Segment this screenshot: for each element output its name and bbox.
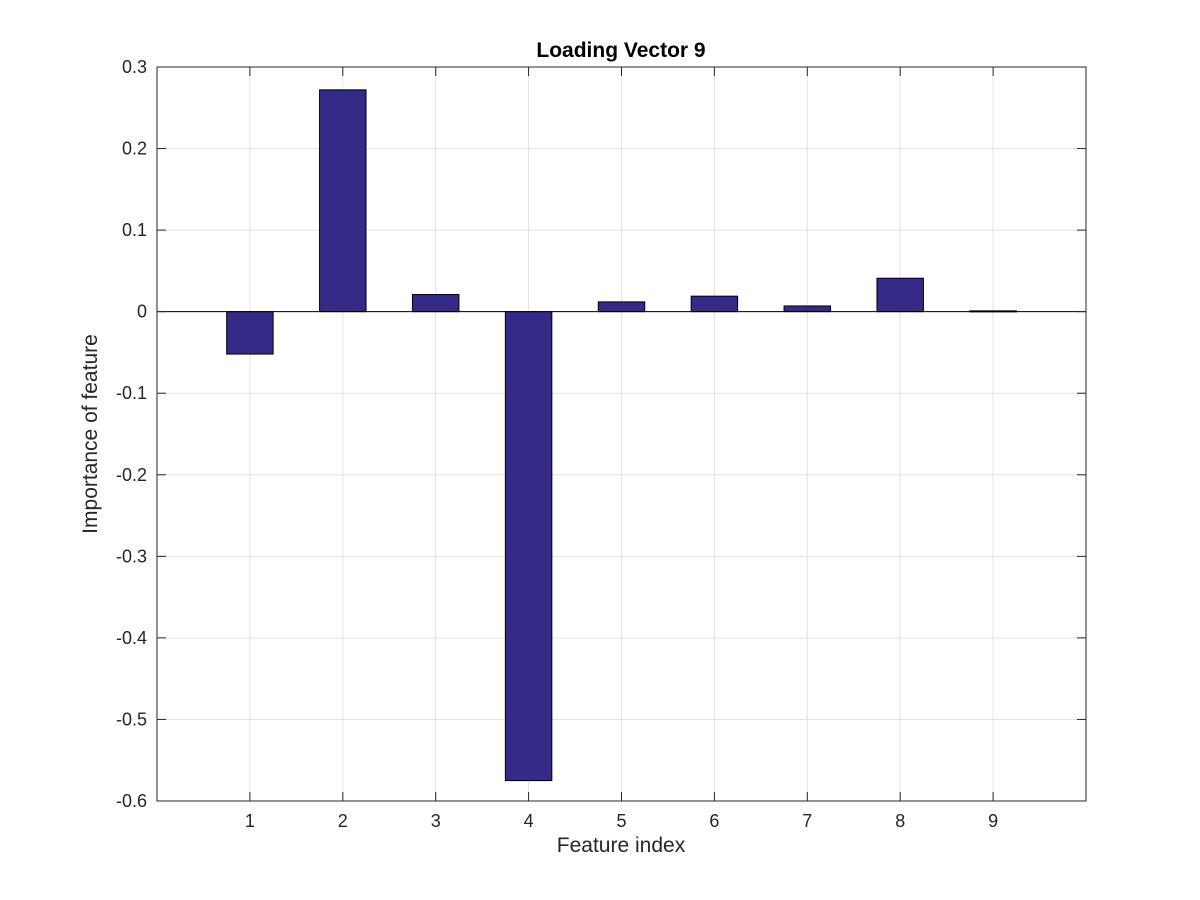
- x-tick-label: 6: [709, 811, 719, 831]
- x-tick-label: 9: [988, 811, 998, 831]
- bar-feature-1: [226, 311, 274, 355]
- x-tick-label: 2: [338, 811, 348, 831]
- x-tick-label: 5: [616, 811, 626, 831]
- y-axis-title: Importance of feature: [79, 334, 102, 534]
- y-tick-label: 0.3: [122, 57, 147, 77]
- grid-layer: [157, 66, 1086, 802]
- x-tick-label: 3: [431, 811, 441, 831]
- x-tick-label: 7: [802, 811, 812, 831]
- bar-feature-4: [504, 311, 553, 782]
- y-tick-label: -0.2: [116, 465, 147, 485]
- bar-feature-8: [876, 277, 924, 313]
- bar-feature-3: [411, 294, 460, 313]
- bar-feature-7: [783, 305, 832, 313]
- y-tick-label: 0.2: [122, 139, 147, 159]
- y-tick-label: 0.1: [122, 220, 147, 240]
- y-tick-label: -0.4: [116, 628, 147, 648]
- y-tick-label: -0.6: [116, 791, 147, 811]
- x-axis-title: Feature index: [557, 834, 686, 857]
- bar-feature-6: [690, 295, 739, 313]
- x-tick-label: 1: [245, 811, 255, 831]
- ticks-layer: [157, 66, 1086, 802]
- y-tick-label: -0.1: [116, 383, 147, 403]
- x-tick-label: 8: [895, 811, 905, 831]
- y-tick-labels: 0.3 0.2 0.1 0 -0.1 -0.2 -0.3 -0.4 -0.5 -0.6: [116, 57, 147, 811]
- y-tick-label: -0.5: [116, 709, 147, 729]
- bar-feature-2: [319, 89, 367, 313]
- x-tick-labels: 1 2 3 4 5 6 7 8 9: [245, 811, 998, 831]
- chart-title: Loading Vector 9: [536, 39, 705, 62]
- y-tick-label: -0.3: [116, 546, 147, 566]
- y-tick-label: 0: [137, 302, 147, 322]
- x-tick-label: 4: [524, 811, 534, 831]
- bar-feature-5: [597, 301, 646, 313]
